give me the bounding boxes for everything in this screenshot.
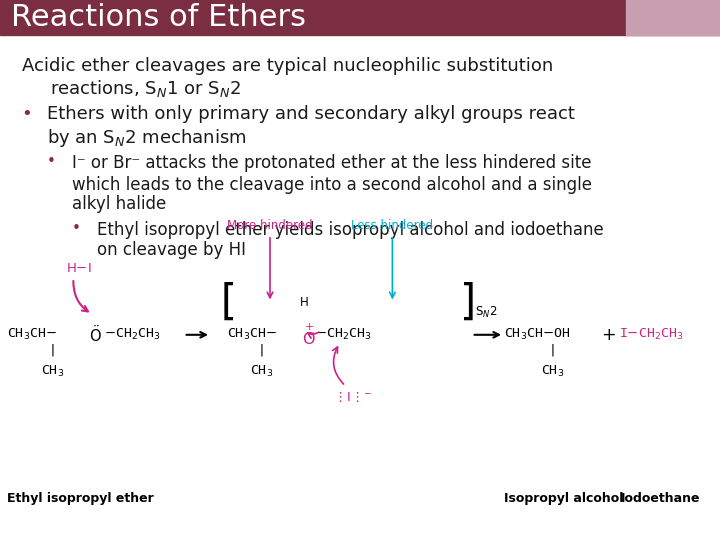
Text: $\ddot{\rm O}$: $\ddot{\rm O}$ (89, 325, 102, 345)
Text: CH$_3$CH$-$: CH$_3$CH$-$ (7, 327, 57, 342)
Text: $\overset{+}{\rm O}$: $\overset{+}{\rm O}$ (302, 322, 316, 348)
Text: Ethers with only primary and secondary alkyl groups react: Ethers with only primary and secondary a… (47, 105, 575, 123)
Text: ]: ] (457, 281, 482, 323)
Text: More hindered: More hindered (228, 219, 312, 232)
Text: •: • (47, 154, 55, 169)
Text: •: • (72, 221, 81, 237)
Text: Reactions of Ethers: Reactions of Ethers (11, 3, 306, 32)
Text: +: + (601, 326, 616, 344)
Bar (0, 0, 720, 35)
Text: $\vdots$I$\vdots^{-}$: $\vdots$I$\vdots^{-}$ (333, 390, 372, 404)
Text: |: | (257, 343, 266, 356)
Text: $-$CH$_2$CH$_3$: $-$CH$_2$CH$_3$ (315, 327, 372, 342)
Text: Isopropyl alcohol: Isopropyl alcohol (504, 492, 624, 505)
Text: I$-$CH$_2$CH$_3$: I$-$CH$_2$CH$_3$ (619, 327, 684, 342)
Text: which leads to the cleavage into a second alcohol and a single: which leads to the cleavage into a secon… (72, 176, 592, 193)
Text: Less hindered: Less hindered (351, 219, 433, 232)
Bar (626, 0, 720, 35)
Text: CH$_3$CH$-$OH: CH$_3$CH$-$OH (504, 327, 570, 342)
Text: reactions, S$_N$1 or S$_N$2: reactions, S$_N$1 or S$_N$2 (50, 78, 241, 99)
Text: Ethyl isopropyl ether yields isopropyl alcohol and iodoethane: Ethyl isopropyl ether yields isopropyl a… (97, 221, 604, 239)
Text: CH$_3$: CH$_3$ (41, 364, 64, 379)
Text: |: | (549, 343, 557, 356)
Text: Ethyl isopropyl ether: Ethyl isopropyl ether (7, 492, 154, 505)
Text: S$_N$2: S$_N$2 (474, 305, 498, 320)
Text: |: | (48, 343, 57, 356)
Text: [: [ (215, 281, 240, 323)
Text: on cleavage by HI: on cleavage by HI (97, 241, 246, 259)
Text: H$-$I: H$-$I (66, 262, 92, 275)
Text: Acidic ether cleavages are typical nucleophilic substitution: Acidic ether cleavages are typical nucle… (22, 57, 553, 75)
Text: alkyl halide: alkyl halide (72, 195, 166, 213)
Text: CH$_3$: CH$_3$ (541, 364, 564, 379)
Text: •: • (22, 105, 32, 123)
Text: Iodoethane: Iodoethane (621, 492, 700, 505)
Text: CH$_3$: CH$_3$ (250, 364, 273, 379)
Text: $-$CH$_2$CH$_3$: $-$CH$_2$CH$_3$ (104, 327, 161, 342)
Text: I⁻ or Br⁻ attacks the protonated ether at the less hindered site: I⁻ or Br⁻ attacks the protonated ether a… (72, 154, 592, 172)
Text: CH$_3$CH$-$: CH$_3$CH$-$ (227, 327, 276, 342)
Text: by an S$_N$2 mechanism: by an S$_N$2 mechanism (47, 127, 246, 149)
Text: H: H (300, 296, 308, 309)
